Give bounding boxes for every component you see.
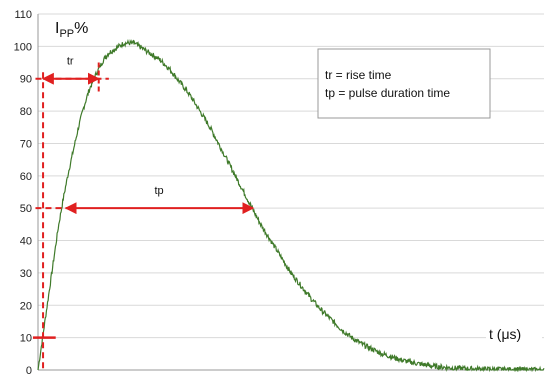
legend-line-tr: tr = rise time [325, 68, 392, 82]
y-tick-60: 60 [20, 171, 32, 183]
y-tick-20: 20 [20, 300, 32, 312]
pulse-curve [37, 38, 545, 373]
y-tick-labels: 0 10 20 30 40 50 60 70 80 90 100 110 [14, 9, 32, 374]
y-tick-10: 10 [20, 333, 32, 345]
y-tick-50: 50 [20, 203, 32, 215]
y-tick-110: 110 [14, 9, 32, 21]
annotation-markers [32, 62, 255, 370]
y-tick-80: 80 [20, 106, 32, 118]
y-tick-90: 90 [20, 74, 32, 86]
x-axis-label-bg [486, 322, 542, 344]
tp-annotation-label: tp [154, 185, 163, 197]
y-axis-label: IPP% [55, 20, 88, 40]
y-tick-40: 40 [20, 236, 32, 248]
y-tick-0: 0 [26, 365, 32, 374]
x-axis-label: t (μs) [489, 326, 521, 342]
legend: tr = rise time tp = pulse duration time [317, 48, 491, 119]
y-tick-100: 100 [14, 41, 32, 53]
y-tick-30: 30 [20, 268, 32, 280]
legend-line-tp: tp = pulse duration time [325, 86, 450, 100]
y-tick-70: 70 [20, 138, 32, 150]
tr-annotation-label: tr [67, 56, 74, 68]
legend-box [317, 48, 491, 119]
grid-lines [38, 13, 544, 339]
